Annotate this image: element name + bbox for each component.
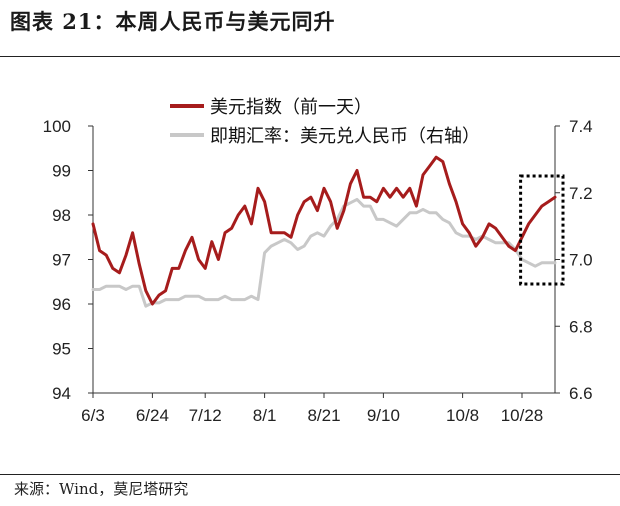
right-y-tick-label: 7.4 xyxy=(569,117,593,136)
highlight-box xyxy=(519,174,565,286)
figure-title: 图表 21：本周人民币与美元同升 xyxy=(10,9,336,34)
title-divider xyxy=(0,56,620,57)
source-divider xyxy=(0,474,620,475)
left-y-tick-label: 98 xyxy=(52,206,71,225)
left-y-tick-label: 96 xyxy=(52,295,71,314)
left-y-tick-label: 95 xyxy=(52,340,71,359)
right-y-tick-label: 7.2 xyxy=(569,184,593,203)
left-y-tick-label: 97 xyxy=(52,251,71,270)
x-tick-label: 6/24 xyxy=(136,406,169,425)
x-tick-label: 6/3 xyxy=(81,406,105,425)
x-tick-label: 8/21 xyxy=(307,406,340,425)
source-note: 来源：Wind，莫尼塔研究 xyxy=(14,480,189,498)
legend-label-usd-cny: 即期汇率：美元兑人民币（右轴） xyxy=(210,126,480,146)
left-y-tick-label: 100 xyxy=(43,117,71,136)
legend-label-usd-index: 美元指数（前一天） xyxy=(210,97,372,117)
right-y-tick-label: 7.0 xyxy=(569,251,593,270)
x-tick-label: 10/8 xyxy=(446,406,479,425)
usd-index-line xyxy=(91,155,557,306)
usd-cny-rate-line xyxy=(91,197,557,308)
right-y-tick-label: 6.6 xyxy=(569,384,593,403)
x-tick-label: 10/28 xyxy=(501,406,544,425)
x-tick-label: 9/10 xyxy=(367,406,400,425)
left-y-tick-label: 99 xyxy=(52,162,71,181)
x-tick-label: 7/12 xyxy=(189,406,222,425)
x-tick-label: 8/1 xyxy=(253,406,277,425)
right-y-tick-label: 6.8 xyxy=(569,317,593,336)
left-y-tick-label: 94 xyxy=(52,384,71,403)
